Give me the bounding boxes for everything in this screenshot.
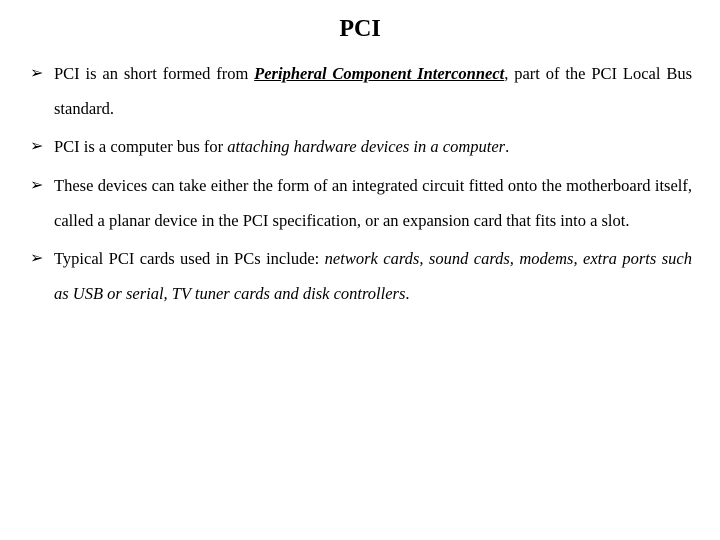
list-item: Typical PCI cards used in PCs include: n… — [28, 242, 692, 311]
bullet-list: PCI is an short formed from Peripheral C… — [28, 57, 692, 311]
list-item: PCI is a computer bus for attaching hard… — [28, 130, 692, 165]
bullet-text-pre: PCI is a computer bus for — [54, 137, 227, 156]
bullet-text-post: . — [505, 137, 509, 156]
list-item: PCI is an short formed from Peripheral C… — [28, 57, 692, 126]
page-title: PCI — [28, 16, 692, 43]
bullet-text-pre: Typical PCI cards used in PCs include: — [54, 249, 325, 268]
italic-phrase: attaching hardware devices in a computer — [227, 137, 505, 156]
emphasized-term: Peripheral Component Interconnect — [254, 64, 504, 83]
list-item: These devices can take either the form o… — [28, 169, 692, 238]
bullet-text-post: . — [405, 284, 409, 303]
bullet-text-pre: PCI is an short formed from — [54, 64, 254, 83]
slide-container: PCI PCI is an short formed from Peripher… — [0, 0, 720, 540]
bullet-text: These devices can take either the form o… — [54, 176, 692, 230]
